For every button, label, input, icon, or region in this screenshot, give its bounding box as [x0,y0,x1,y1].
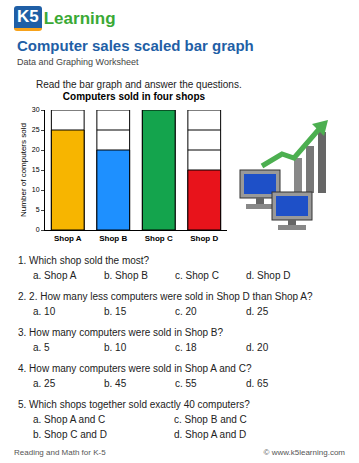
svg-text:Shop A: Shop A [54,234,82,243]
svg-text:25: 25 [32,126,40,133]
html-text:Read the bar graph and answer: Read the bar graph and answer the questi… [36,79,242,90]
html-text:b. 10: b. 10 [104,342,127,353]
svg-text:Shop C: Shop C [145,234,173,243]
html-text:d. 25: d. 25 [246,306,269,317]
svg-text:Shop D: Shop D [190,234,218,243]
html-text:Reading and Math for K-5: Reading and Math for K-5 [14,448,106,457]
html-text:d. 65: d. 65 [246,378,269,389]
html-text:b. 45: b. 45 [104,378,127,389]
html-text:Computer sales scaled bar grap: Computer sales scaled bar graph [17,37,254,54]
html-text:1. Which shop sold the most?: 1. Which shop sold the most? [18,255,150,266]
svg-text:Number of computers sold: Number of computers sold [19,123,28,217]
html-text:5. Which shops together sold e: 5. Which shops together sold exactly 40 … [18,399,250,410]
html-text:a. 10: a. 10 [33,306,56,317]
html-text:K5 Learning: K5 Learning [17,7,116,28]
html-text:c. 20: c. 20 [175,306,197,317]
html-text:d. Shop D: d. Shop D [246,270,291,281]
html-text:c. 55: c. 55 [175,378,197,389]
svg-text:30: 30 [32,106,40,113]
html-text:© www.k5learning.com: © www.k5learning.com [263,448,345,457]
html-text:a. 5: a. 5 [33,342,50,353]
html-text:a. Shop A: a. Shop A [33,270,77,281]
svg-text:15: 15 [32,166,40,173]
svg-text:Computers sold in four shops: Computers sold in four shops [63,92,206,102]
html-text:3. How many computers were sol: 3. How many computers were sold in Shop … [18,327,224,338]
html-text:Data and Graphing Worksheet: Data and Graphing Worksheet [17,57,139,67]
svg-text:0: 0 [36,226,40,233]
svg-text:20: 20 [32,146,40,153]
svg-text:Shop B: Shop B [99,234,127,243]
html-text:b. 15: b. 15 [104,306,127,317]
html-text:b. Shop C and D: b. Shop C and D [33,429,107,440]
html-text:4. How many computers were sol: 4. How many computers were sold in Shop … [18,363,252,374]
svg-text:5: 5 [36,206,40,213]
html-text:c. Shop B and C: c. Shop B and C [174,414,247,425]
html-text:d. Shop A and D: d. Shop A and D [174,429,247,440]
svg-text:10: 10 [32,186,40,193]
html-text:c. Shop C: c. Shop C [175,270,219,281]
html-text:2. 2. How many less computers: 2. 2. How many less computers were sold … [18,291,313,302]
html-text:c. 18: c. 18 [175,342,197,353]
html-text:d. 20: d. 20 [246,342,269,353]
html-text:a. 25: a. 25 [33,378,56,389]
html-text:b. Shop B: b. Shop B [104,270,148,281]
html-text:a. Shop A and C: a. Shop A and C [33,414,106,425]
